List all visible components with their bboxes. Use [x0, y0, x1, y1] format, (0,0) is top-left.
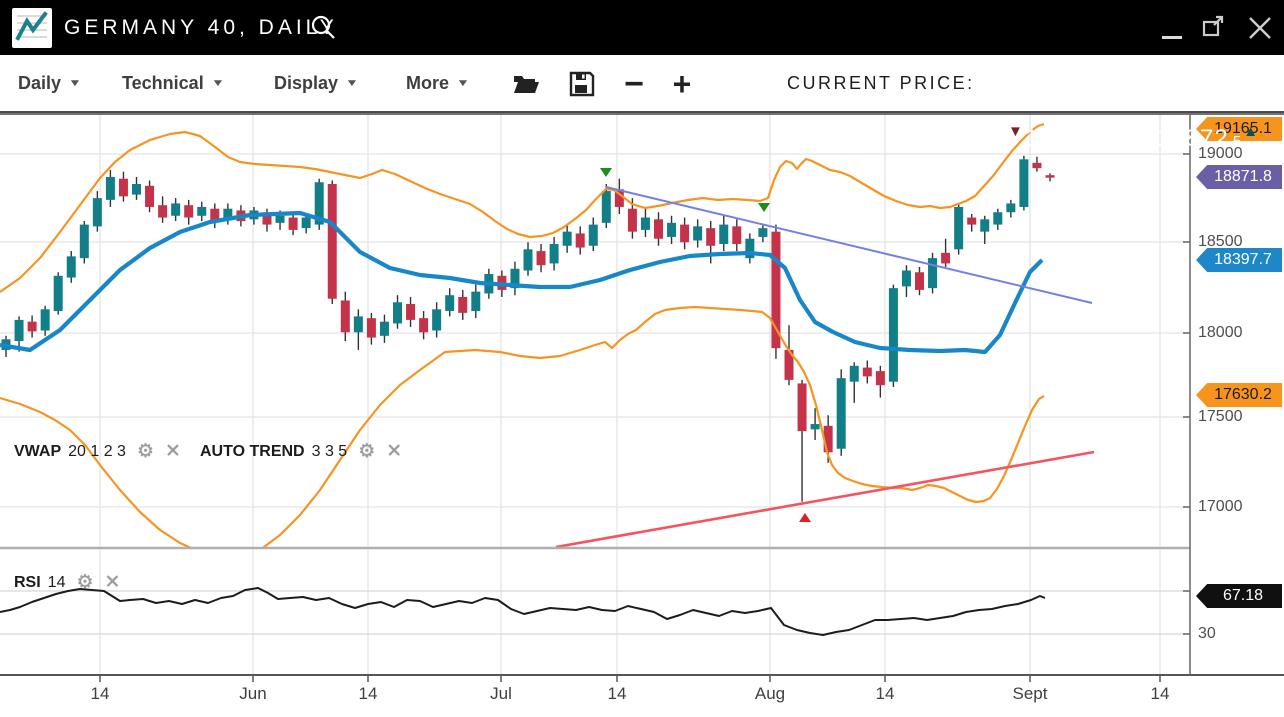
more-dropdown[interactable]: More ▼ [406, 55, 470, 111]
save-icon[interactable] [566, 68, 598, 100]
arrow-up-icon: ▲ [1243, 123, 1259, 140]
title-bar: GERMANY 40, DAILY [0, 0, 1284, 55]
remove-indicator-icon[interactable]: ✕ [386, 441, 403, 462]
gear-icon[interactable]: ⚙ [76, 572, 94, 593]
technical-dropdown[interactable]: Technical ▼ [122, 55, 225, 111]
chevron-down-icon: ▼ [456, 77, 470, 89]
close-icon[interactable] [1246, 14, 1274, 42]
rsi-indicator-legend: RSI 14 ⚙ ✕ [14, 571, 120, 594]
auto-trend-params: 3 3 5 [311, 442, 348, 460]
rsi-params: 14 [47, 573, 66, 591]
chevron-down-icon: ▼ [68, 77, 82, 89]
buy-price-button[interactable]: 18872 .5 ▲ [1145, 120, 1270, 157]
buy-price: 18872 [1156, 124, 1229, 152]
more-dropdown-label: More [406, 72, 450, 93]
zoom-in-icon[interactable]: + [672, 65, 692, 102]
arrow-down-icon: ▼ [1007, 123, 1023, 140]
toolbar: Daily ▼ Technical ▼ Display ▼ More ▼ [0, 55, 1284, 152]
minimize-icon[interactable] [1162, 15, 1182, 41]
auto-trend-label: AUTO TREND [200, 442, 305, 460]
buy-price-fraction: .5 [1228, 133, 1242, 150]
instrument-title: GERMANY 40, DAILY [64, 15, 338, 39]
technical-dropdown-label: Technical [122, 72, 204, 93]
sell-price-fraction: .1 [1096, 133, 1110, 150]
sell-price: 18871 [1024, 124, 1097, 152]
current-price-label: CURRENT PRICE: [787, 72, 975, 93]
timeframe-dropdown[interactable]: Daily ▼ [18, 55, 82, 111]
remove-indicator-icon[interactable]: ✕ [104, 572, 121, 593]
vwap-indicator-legend: VWAP 20 1 2 3 ⚙ ✕ [14, 440, 181, 463]
vwap-label: VWAP [14, 442, 62, 460]
search-icon[interactable] [308, 13, 338, 43]
chevron-down-icon: ▼ [345, 77, 359, 89]
remove-indicator-icon[interactable]: ✕ [165, 441, 181, 462]
rsi-label: RSI [14, 573, 41, 591]
gear-icon[interactable]: ⚙ [358, 441, 376, 462]
auto-trend-indicator-legend: AUTO TREND 3 3 5 ⚙ ✕ [200, 440, 402, 463]
chevron-down-icon: ▼ [210, 77, 225, 89]
app-logo-icon [12, 8, 52, 48]
gear-icon[interactable]: ⚙ [136, 441, 154, 462]
popout-icon[interactable] [1200, 14, 1228, 42]
vwap-params: 20 1 2 3 [68, 442, 126, 460]
timeframe-dropdown-label: Daily [18, 72, 62, 93]
window-controls [1162, 0, 1274, 55]
sell-price-button[interactable]: ▼ 18871 .1 [993, 120, 1124, 157]
display-dropdown-label: Display [274, 72, 339, 93]
display-dropdown[interactable]: Display ▼ [274, 55, 359, 111]
zoom-out-icon[interactable]: − [624, 64, 644, 103]
open-folder-icon[interactable] [510, 68, 542, 100]
